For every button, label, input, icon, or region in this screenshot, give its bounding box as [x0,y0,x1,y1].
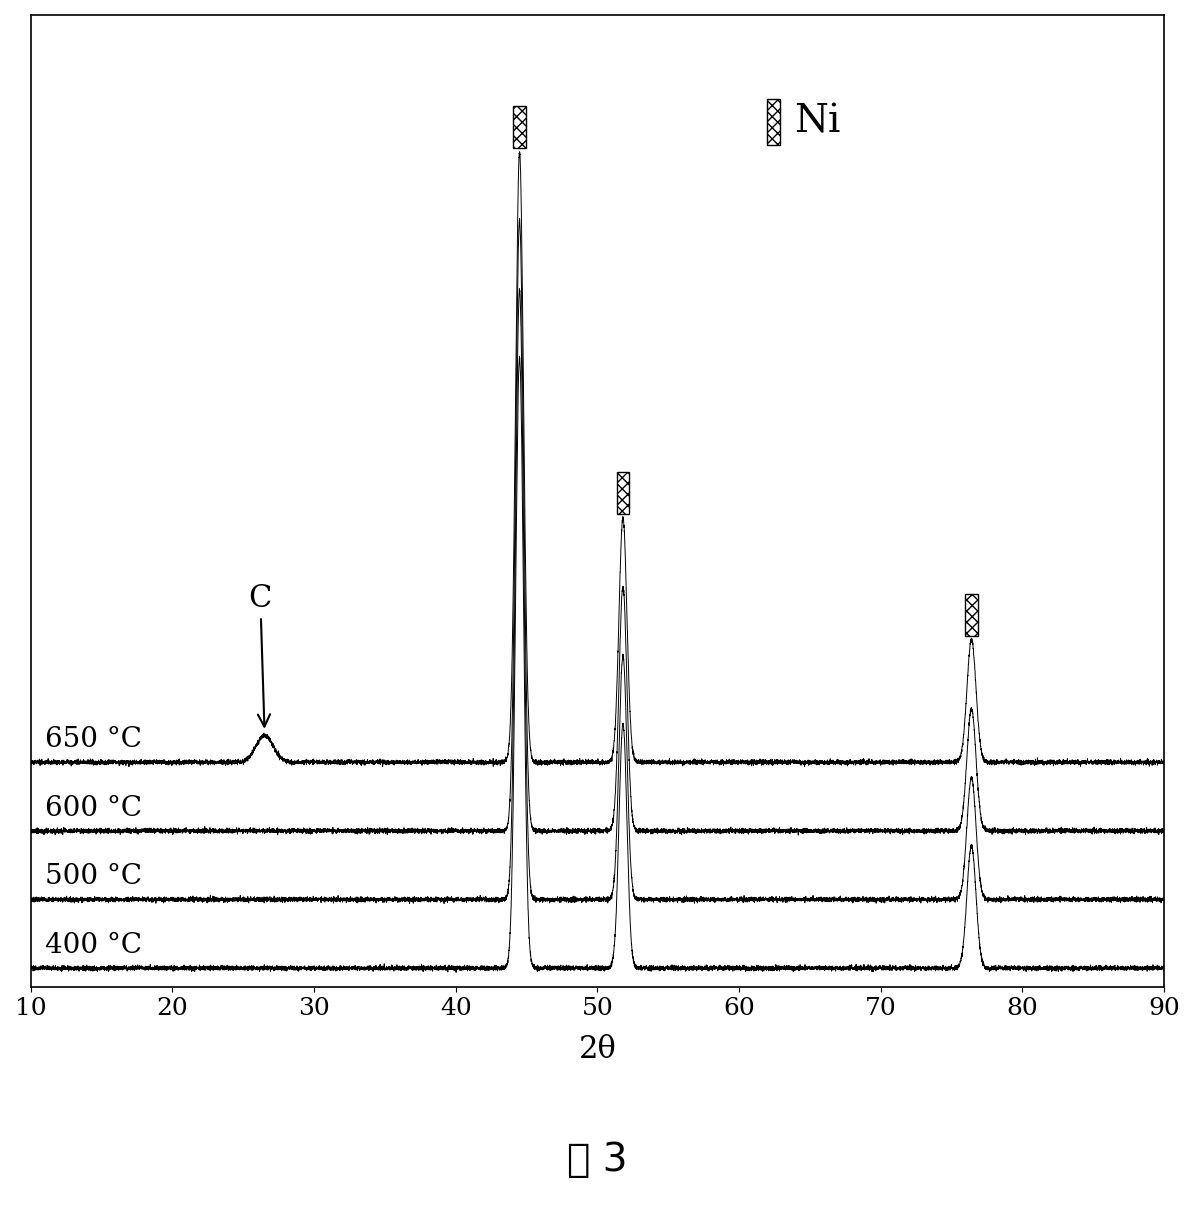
Bar [767,99,780,145]
Text: 400 °C: 400 °C [45,933,142,960]
Bar [966,594,978,637]
Bar [513,107,526,148]
Text: Ni: Ni [795,103,841,140]
Text: C: C [249,583,272,726]
Text: 图 3: 图 3 [568,1141,627,1178]
X-axis label: 2θ: 2θ [578,1034,617,1065]
Bar [617,472,630,514]
Text: 500 °C: 500 °C [45,864,142,891]
Text: 600 °C: 600 °C [45,795,142,822]
Text: 650 °C: 650 °C [45,726,142,753]
